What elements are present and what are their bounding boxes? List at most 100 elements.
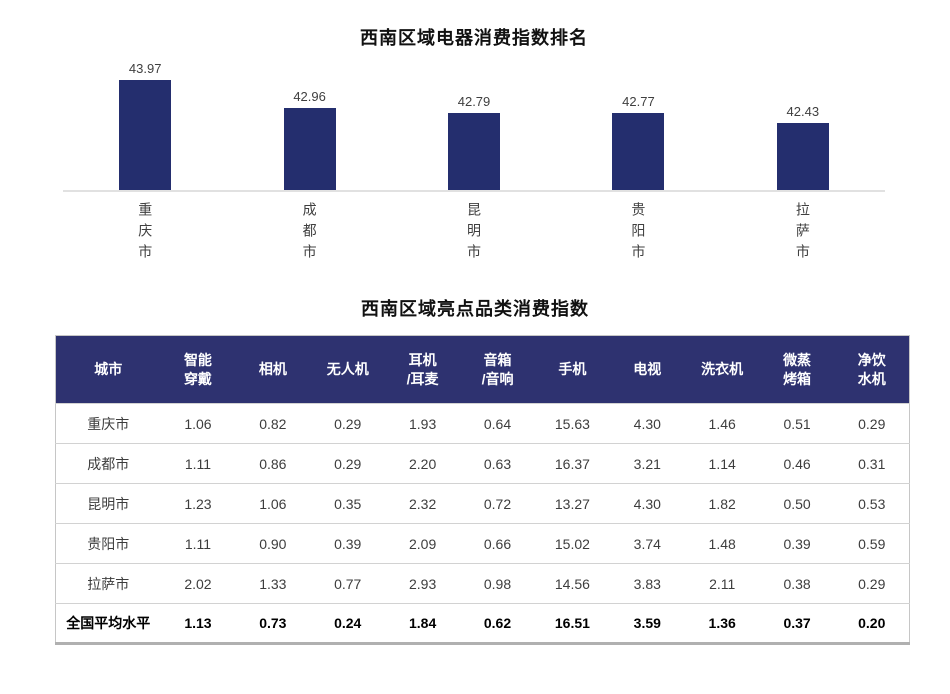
bar-value-label: 42.96 [293,88,326,104]
city-cell: 拉萨市 [55,563,161,604]
table-row: 成都市 1.11 0.86 0.29 2.20 0.63 16.37 3.21 1.14 0.46… [55,443,910,484]
value-cell: 1.23 [160,483,236,524]
value-cell: 1.82 [684,483,760,524]
value-cell: 0.29 [834,563,910,604]
table-body: 重庆市 1.06 0.82 0.29 1.93 0.64 15.63 4.30 1.46 0.51… [55,403,910,644]
value-cell: 14.56 [534,563,610,604]
table-total-row: 全国平均水平 1.13 0.73 0.24 1.84 0.62 16.51 3.59 1.36 0… [55,603,910,644]
table-row: 重庆市 1.06 0.82 0.29 1.93 0.64 15.63 4.30 1.46 0.51… [55,403,910,444]
value-cell: 0.90 [235,523,311,564]
bar-slot: 42.79 [392,93,556,190]
bar-value-label: 42.79 [457,93,491,109]
x-axis-slot: 重庆市 [63,202,227,265]
category-index-table: 城市 智能 穿戴 相机 无人机 耳机 /耳麦 音箱 /音响 手机 电视 洗衣机 微蒸 烤箱 净饮 水… [55,335,910,645]
category-table-section: 西南区域亮点品类消费指数 城市 智能 穿戴 相机 无人机 耳机 /耳麦 音箱 /音响 手机电… [0,295,950,645]
value-cell: 3.59 [609,603,685,644]
value-cell: 3.74 [609,523,685,564]
x-axis-slot: 成都市 [227,202,391,265]
table-title: 西南区域亮点品类消费指数 [361,299,589,319]
value-cell: 0.29 [310,403,386,444]
value-cell: 0.29 [834,403,910,444]
value-cell: 0.20 [834,603,910,644]
value-cell: 15.02 [534,523,610,564]
city-cell: 贵阳市 [55,523,161,564]
x-axis-label: 拉萨市 [794,202,811,265]
value-cell: 0.37 [759,603,835,644]
value-cell: 0.51 [759,403,835,444]
value-cell: 0.39 [310,523,386,564]
value-cell: 0.86 [235,443,311,484]
value-cell: 1.93 [385,403,461,444]
value-cell: 16.37 [534,443,610,484]
bar-slot: 42.96 [227,89,391,190]
value-cell: 2.32 [385,483,461,524]
value-cell: 13.27 [534,483,610,524]
value-cell: 16.51 [534,603,610,644]
value-cell: 1.46 [684,403,760,444]
value-cell: 0.38 [759,563,835,604]
x-axis-slot: 贵阳市 [556,202,720,265]
value-cell: 0.39 [759,523,835,564]
bar [119,79,172,190]
value-cell: 3.21 [609,443,685,484]
x-axis-slot: 昆明市 [392,202,556,265]
bar [283,107,336,190]
column-header: 城市 [55,335,161,404]
bar-value-label: 43.97 [128,60,162,76]
city-cell: 全国平均水平 [55,603,161,644]
bar-slot: 43.97 [63,61,227,190]
column-header: 电视 [609,335,685,404]
bar-slot: 42.77 [556,94,720,190]
bar-slot: 42.43 [721,104,885,190]
value-cell: 4.30 [609,403,685,444]
value-cell: 0.31 [834,443,910,484]
value-cell: 0.63 [460,443,535,484]
value-cell: 0.59 [834,523,910,564]
column-header: 手机 [534,335,610,404]
bar-chart-section: 西南区域电器消费指数排名 43.97 42.96 42.79 42.77 42.43 重… [63,0,885,265]
x-axis-label: 贵阳市 [630,202,647,265]
x-axis-slot: 拉萨市 [721,202,885,265]
value-cell: 1.14 [684,443,760,484]
value-cell: 1.36 [684,603,760,644]
bar [612,113,665,190]
value-cell: 2.11 [684,563,760,604]
value-cell: 2.02 [160,563,236,604]
value-cell: 0.72 [460,483,535,524]
value-cell: 0.50 [759,483,835,524]
value-cell: 15.63 [534,403,610,444]
value-cell: 0.66 [460,523,535,564]
city-cell: 成都市 [55,443,161,484]
value-cell: 0.24 [310,603,386,644]
column-header: 洗衣机 [684,335,760,404]
value-cell: 1.11 [160,523,236,564]
value-cell: 0.35 [310,483,386,524]
bar [776,122,829,190]
city-cell: 昆明市 [55,483,161,524]
value-cell: 1.13 [160,603,236,644]
value-cell: 1.48 [684,523,760,564]
value-cell: 0.64 [460,403,535,444]
value-cell: 1.06 [235,483,311,524]
table-header: 城市 智能 穿戴 相机 无人机 耳机 /耳麦 音箱 /音响 手机 电视 洗衣机 微蒸 烤箱 净饮 水… [55,335,910,404]
column-header: 耳机 /耳麦 [385,335,461,404]
value-cell: 0.77 [310,563,386,604]
column-header: 净饮 水机 [834,335,910,404]
column-header: 智能 穿戴 [160,335,236,404]
column-header: 无人机 [310,335,386,404]
value-cell: 0.98 [460,563,535,604]
table-row: 贵阳市 1.11 0.90 0.39 2.09 0.66 15.02 3.74 1.48 0.39… [55,523,910,564]
bar [448,112,501,190]
bar-plot: 43.97 42.96 42.79 42.77 42.43 [63,60,885,192]
table-row: 拉萨市 2.02 1.33 0.77 2.93 0.98 14.56 3.83 2.11 0.38… [55,563,910,604]
value-cell: 1.06 [160,403,236,444]
column-header: 相机 [235,335,311,404]
value-cell: 2.20 [385,443,461,484]
value-cell: 1.11 [160,443,236,484]
table-header-row: 城市 智能 穿戴 相机 无人机 耳机 /耳麦 音箱 /音响 手机 电视 洗衣机 微蒸 烤箱 净饮 水… [55,335,910,404]
x-axis-label: 重庆市 [137,202,154,265]
value-cell: 0.46 [759,443,835,484]
chart-title: 西南区域电器消费指数排名 [360,28,588,48]
value-cell: 0.82 [235,403,311,444]
